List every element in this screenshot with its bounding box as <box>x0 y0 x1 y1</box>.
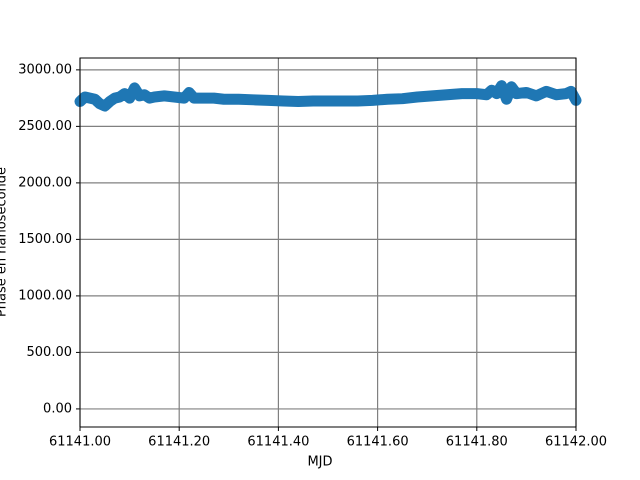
x-tick-label: 61141.20 <box>148 435 210 450</box>
y-tick-label: 2000.00 <box>18 175 72 190</box>
y-tick-label: 500.00 <box>27 345 73 360</box>
y-tick-label: 1500.00 <box>18 232 72 247</box>
x-axis-label: MJD <box>307 455 332 470</box>
plot-frame <box>79 57 577 428</box>
x-tick-label: 61141.80 <box>446 435 508 450</box>
y-axis-label: Phase en nanoseconde <box>0 167 10 317</box>
x-tick-label: 61141.40 <box>247 435 309 450</box>
y-tick-label: 0.00 <box>43 401 72 416</box>
x-tick-label: 61141.00 <box>49 435 111 450</box>
y-tick-label: 2500.00 <box>18 119 72 134</box>
y-tick-label: 3000.00 <box>18 62 72 77</box>
x-tick-label: 61142.00 <box>545 435 607 450</box>
x-tick-label: 61141.60 <box>347 435 409 450</box>
y-tick-label: 1000.00 <box>18 288 72 303</box>
data-line <box>74 80 582 112</box>
